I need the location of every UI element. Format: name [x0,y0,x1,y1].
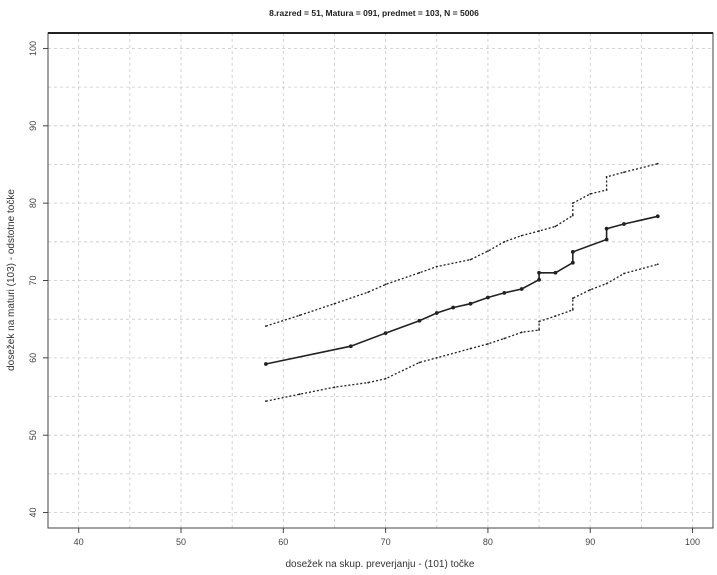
upper-data-point [520,234,523,237]
grid-lines [48,33,713,528]
mean-data-point [417,318,422,323]
lower-data-point [265,400,267,403]
x-tick-label: 50 [176,537,186,547]
mean-series-line [265,215,658,365]
chart-title: 8.razred = 51, Matura = 091, predmet = 1… [269,8,479,18]
mean-data-point [570,249,575,254]
lower-data-point [487,343,489,345]
upper-data-point [554,225,557,228]
upper-data-point [538,230,540,232]
upper-data-point [623,171,625,174]
x-tick-label: 40 [74,537,84,547]
upper-data-point [589,192,592,195]
lower-data-point [605,282,608,285]
x-tick-label: 70 [381,537,391,547]
lower-data-point [538,320,540,323]
mean-data-point [622,222,626,226]
mean-data-point [451,305,456,310]
mean-data-point [604,237,609,242]
lower-data-point [418,361,421,364]
upper-data-point [605,189,608,191]
upper-data-point [298,314,301,317]
lower-data-point [298,393,301,396]
y-axis-label: dosežek na maturi (103) - odstotne točke [6,189,17,371]
upper-series-line [265,163,658,327]
upper-data-point [571,214,574,217]
x-tick-label: 60 [278,537,288,547]
lower-data-point [589,288,592,291]
y-tick-label: 100 [28,41,38,56]
lower-data-point [554,315,557,317]
upper-data-point [469,258,472,261]
lower-data-point [333,386,336,389]
x-tick-label: 100 [685,537,700,547]
mean-data-point [553,270,558,275]
axis-ticks: 40 50 60 70 80 90 100 40 50 60 70 80 90 100 [28,41,700,547]
upper-data-point [503,240,506,243]
x-tick-label: 80 [483,537,493,547]
mean-data-point [383,331,388,335]
lower-data-point [623,272,625,275]
mean-data-point [519,287,524,291]
y-tick-label: 60 [28,353,38,363]
upper-data-point [487,250,489,253]
y-tick-label: 50 [28,430,38,440]
y-tick-label: 70 [28,275,38,285]
lower-data-point [571,308,574,311]
lower-data-point [469,347,472,350]
upper-data-point [571,202,574,205]
lower-data-point [367,381,370,384]
upper-data-point [333,302,336,305]
mean-data-point [434,311,439,315]
mean-data-point [604,226,609,231]
mean-data-point [655,214,660,219]
lower-data-point [538,329,540,331]
mean-data-point [348,344,353,349]
x-tick-label: 90 [585,537,595,547]
mean-data-point [468,301,473,306]
lower-series-line [265,263,658,402]
upper-data-point [656,162,659,165]
lower-data-point [656,263,659,266]
lower-data-point [520,331,523,334]
upper-data-point [418,271,421,274]
x-axis-label: dosežek na skup. preverjanju - (101) toč… [286,559,475,570]
series-group [264,162,660,403]
upper-data-point [435,265,438,268]
y-tick-label: 80 [28,198,38,208]
mean-data-point [537,277,541,282]
y-tick-label: 40 [28,508,38,518]
upper-data-point [384,283,387,286]
upper-data-point [265,325,267,328]
upper-data-point [605,175,608,178]
mean-data-point [502,290,507,295]
lower-data-point [435,356,438,359]
lower-data-point [384,377,387,380]
lower-data-point [503,337,506,340]
mean-data-point [486,295,490,300]
lower-data-point [571,297,574,300]
upper-data-point [367,291,370,294]
mean-data-point [537,270,541,275]
mean-data-point [264,362,268,366]
y-tick-label: 90 [28,121,38,131]
mean-data-point [570,260,575,265]
